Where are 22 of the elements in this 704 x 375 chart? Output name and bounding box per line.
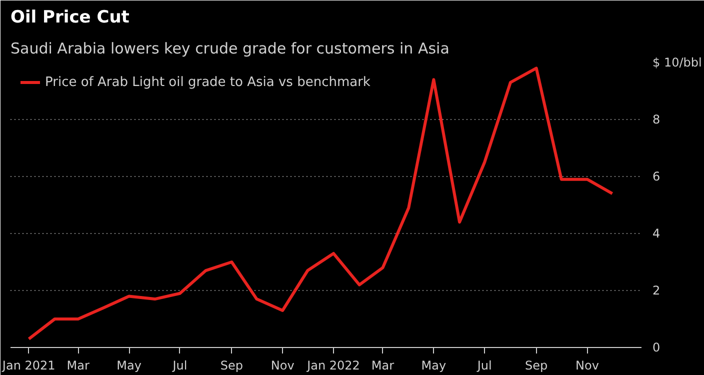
x-tick-label: Mar [371, 358, 394, 372]
chart-subtitle: Saudi Arabia lowers key crude grade for customers in Asia [10, 40, 450, 58]
x-tick-label: Jan 2021 [1, 358, 56, 372]
y-tick-label: 4 [652, 226, 660, 240]
x-tick-label: Nov [270, 358, 294, 372]
y-tick-label: 2 [652, 284, 660, 298]
y-tick-label: 8 [652, 112, 660, 126]
x-tick-label: Sep [525, 358, 548, 372]
x-tick-label: May [116, 358, 142, 372]
x-tick-label: Sep [220, 358, 243, 372]
x-tick-label: Jan 2022 [306, 358, 360, 372]
x-tick-label: Jul [172, 358, 188, 372]
x-tick-label: May [421, 358, 446, 372]
y-tick-label: 0 [652, 340, 660, 354]
chart-title: Oil Price Cut [10, 8, 130, 28]
x-tick-label: Mar [66, 358, 90, 372]
x-tick-label: Nov [576, 358, 599, 372]
legend-label: Price of Arab Light oil grade to Asia vs benchmark [45, 74, 370, 90]
y-tick-label: 6 [652, 170, 660, 184]
y-tick-label: $ 10/bbl [652, 56, 702, 70]
line-series [27, 66, 614, 340]
x-tick-label: Jul [476, 358, 492, 372]
